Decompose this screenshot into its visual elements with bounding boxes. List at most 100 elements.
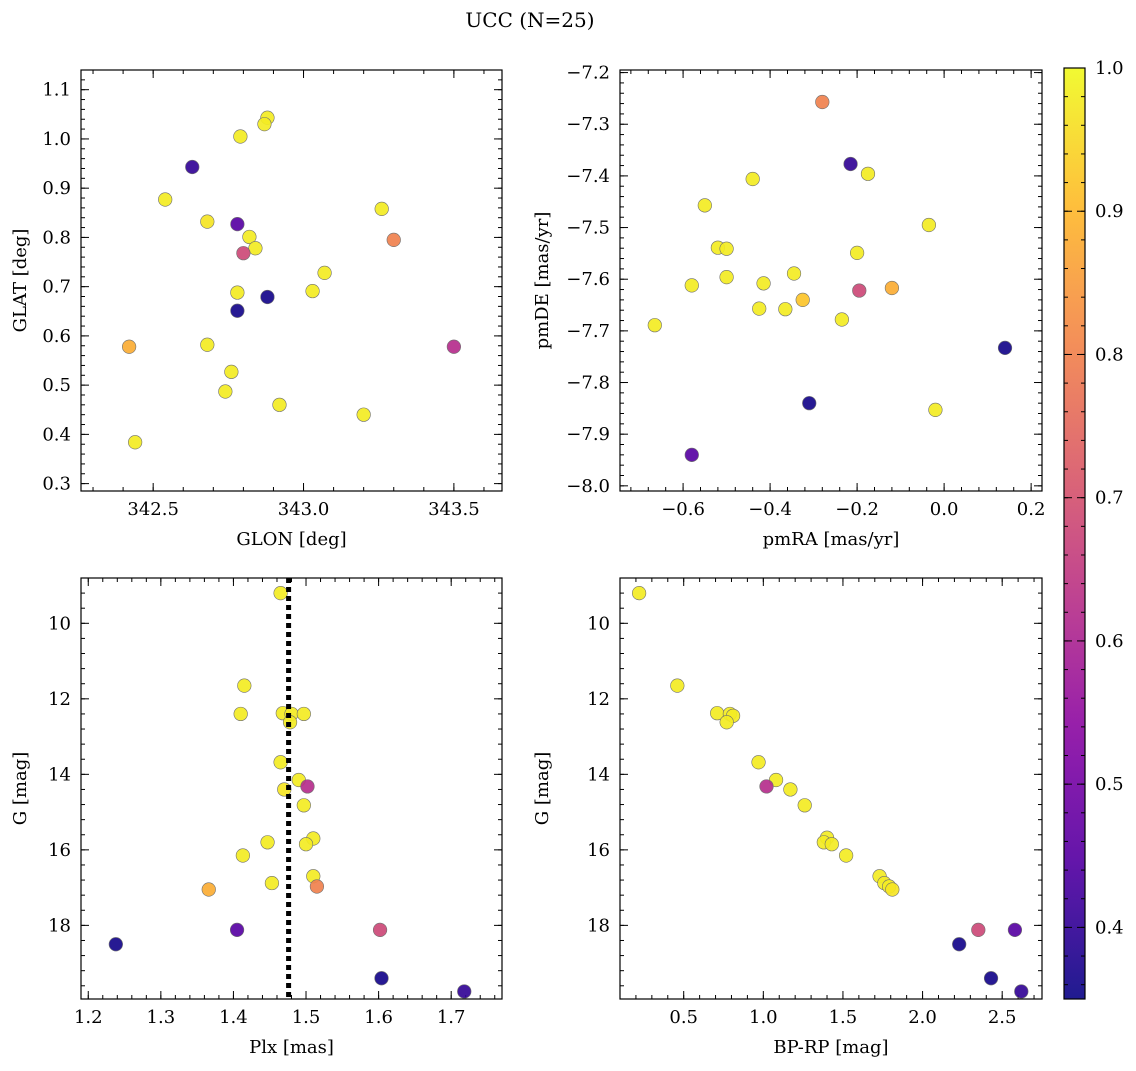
scatter-point <box>273 755 288 770</box>
scatter-point <box>446 339 461 354</box>
scatter-point <box>272 397 287 412</box>
y-tick-label: 14 <box>587 764 610 785</box>
y-axis-label: GLAT [deg] <box>10 229 31 333</box>
scatter-point <box>802 396 817 411</box>
scatter-point <box>647 318 662 333</box>
scatter-points <box>632 586 1029 999</box>
panel-bprp-g: 0.5 1.0 1.5 2.0 2.5 10 12 14 16 18 BP-RP [mag] G [m… <box>532 577 1043 1058</box>
colorbar-gradient <box>1064 68 1085 999</box>
y-tick-label: 0.4 <box>42 424 71 445</box>
scatter-point <box>928 402 943 417</box>
y-tick-label: 0.3 <box>42 474 71 495</box>
axis-ticks <box>619 577 1042 999</box>
y-tick-label: 18 <box>48 915 71 936</box>
x-tick-label: 0.0 <box>930 499 959 520</box>
scatter-point <box>632 586 647 601</box>
scatter-point <box>305 283 320 299</box>
y-tick-label: 1.1 <box>42 80 71 101</box>
y-tick-label: 16 <box>587 840 610 861</box>
scatter-point <box>786 266 802 281</box>
scatter-point <box>236 246 251 261</box>
scatter-point <box>229 922 245 938</box>
scatter-point <box>952 937 967 952</box>
scatter-point <box>273 586 288 601</box>
x-tick-label: 1.4 <box>219 1007 248 1028</box>
scatter-point <box>200 214 215 229</box>
y-tick-label: 14 <box>48 764 71 785</box>
scatter-point <box>759 779 774 794</box>
scatter-point <box>815 94 830 110</box>
scatter-point <box>719 270 734 285</box>
y-tick-label: 1.0 <box>42 129 71 150</box>
colorbar-tick-label: 0.5 <box>1095 774 1124 795</box>
axes-frame <box>619 69 1043 492</box>
scatter-point <box>778 302 793 317</box>
y-axis-label: G [mag] <box>10 752 31 825</box>
y-tick-label: −8.0 <box>566 476 610 497</box>
scatter-point <box>1014 984 1029 999</box>
scatter-points <box>108 586 472 999</box>
scatter-point <box>185 159 200 175</box>
panel-glon-glat: 342.5 343.0 343.5 0.3 0.4 0.5 0.6 0.7 0.8 0.9 1.0 1… <box>10 69 503 550</box>
scatter-point <box>457 984 472 999</box>
scatter-point <box>158 192 173 207</box>
scatter-point <box>719 241 734 256</box>
scatter-point <box>296 798 311 813</box>
scatter-point <box>218 384 233 399</box>
scatter-point <box>997 340 1013 356</box>
scatter-point <box>745 171 760 187</box>
x-tick-label: 1.7 <box>437 1007 466 1028</box>
y-tick-label: 10 <box>587 613 610 634</box>
x-tick-label: 1.5 <box>292 1007 321 1028</box>
x-tick-label: 1.0 <box>749 1007 778 1028</box>
scatter-point <box>257 117 272 132</box>
y-tick-label: 10 <box>48 613 71 634</box>
scatter-point <box>230 285 245 300</box>
scatter-point <box>264 875 280 891</box>
y-axis-label: G [mag] <box>532 752 553 825</box>
x-tick-label: 1.6 <box>364 1007 393 1028</box>
x-tick-label: −0.4 <box>748 499 792 520</box>
scatter-point <box>233 706 248 722</box>
scatter-points <box>647 94 1013 462</box>
x-tick-label: −0.2 <box>835 499 879 520</box>
x-tick-label: 342.5 <box>127 499 179 520</box>
x-tick-label: 1.5 <box>829 1007 858 1028</box>
y-tick-label: 18 <box>587 915 610 936</box>
y-tick-label: −7.3 <box>566 114 610 135</box>
scatter-point <box>697 198 712 213</box>
scatter-point <box>824 837 839 852</box>
scatter-point <box>260 289 275 305</box>
x-axis-label: GLON [deg] <box>236 529 346 550</box>
scatter-point <box>971 922 986 938</box>
x-tick-label: 1.3 <box>147 1007 176 1028</box>
x-tick-label: −0.6 <box>661 499 705 520</box>
axes-frame <box>80 577 503 1000</box>
scatter-point <box>300 779 315 794</box>
scatter-point <box>235 848 250 863</box>
scatter-point <box>386 232 401 247</box>
colorbar-tick-label: 0.6 <box>1095 631 1124 652</box>
scatter-point <box>797 798 812 813</box>
scatter-point <box>201 882 216 897</box>
colorbar-tick-label: 0.7 <box>1095 488 1124 509</box>
scatter-point <box>298 837 314 852</box>
y-tick-label: −7.2 <box>566 63 610 84</box>
scatter-point <box>296 706 311 722</box>
scatter-point <box>122 339 137 354</box>
x-tick-label: 343.0 <box>278 499 330 520</box>
axis-ticks <box>81 577 502 999</box>
scatter-point <box>108 937 123 952</box>
colorbar-tick-label: 0.4 <box>1095 917 1124 938</box>
scatter-point <box>684 278 699 293</box>
scatter-point <box>751 755 766 770</box>
scatter-point <box>670 678 685 693</box>
y-tick-label: −7.4 <box>566 166 610 187</box>
scatter-point <box>372 922 388 938</box>
y-tick-label: −7.6 <box>566 269 610 290</box>
x-tick-label: 1.2 <box>74 1007 103 1028</box>
scatter-point <box>309 879 325 894</box>
scatter-point <box>128 435 143 450</box>
axis-ticks <box>620 70 1042 491</box>
panel-pmra-pmde: −0.6 −0.4 −0.2 0.0 0.2 −8.0 −7.9 −7.8 −7.7 −7.6 −7… <box>532 63 1045 550</box>
